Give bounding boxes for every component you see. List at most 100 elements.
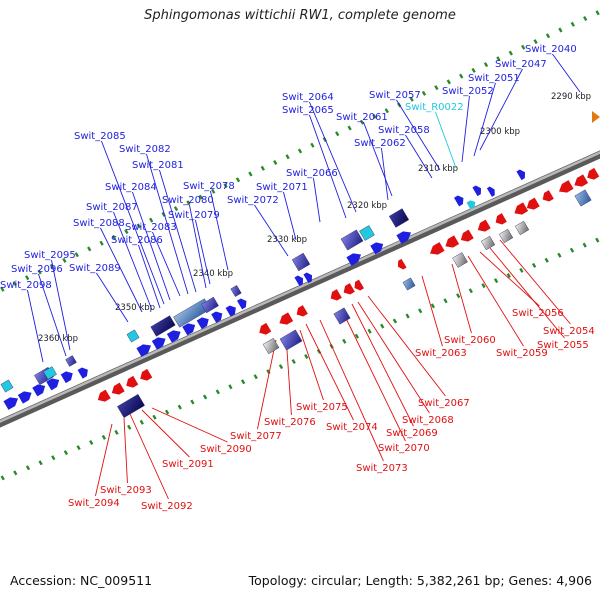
tick-mark-track-1 (186, 200, 191, 206)
tick-mark-track-1 (62, 257, 67, 263)
reverse-gene-arrow (126, 375, 139, 388)
reverse-gene-arrow (279, 312, 294, 325)
gene-block (574, 189, 592, 207)
leader-line (152, 231, 181, 297)
forward-gene-arrow (294, 275, 304, 287)
reverse-gene-arrow (429, 242, 445, 255)
backbone-highlight (0, 151, 600, 423)
tick-mark-track-1 (384, 108, 389, 114)
tick-mark-track-2 (291, 358, 296, 365)
leader-line (319, 319, 384, 462)
leader-line (467, 255, 524, 347)
gene-label-swit_2096: Swit_2096 (11, 264, 63, 275)
reverse-gene-arrow (354, 279, 364, 291)
leader-line (341, 309, 406, 442)
gene-block (340, 229, 364, 251)
leader-line (101, 140, 165, 305)
reverse-gene-arrow (111, 382, 125, 395)
tick-mark-track-1 (558, 27, 563, 33)
tick-mark-track-1 (521, 44, 526, 50)
gene-label-swit_2072: Swit_2072 (227, 195, 279, 206)
tick-mark-track-1 (173, 206, 179, 212)
tick-mark-track-2 (354, 333, 360, 339)
gene-label-swit_2083: Swit_2083 (125, 222, 177, 233)
gene-label-swit_2077: Swit_2077 (230, 431, 282, 442)
gene-label-swit_2055: Swit_2055 (537, 340, 589, 351)
leader-line (552, 53, 581, 93)
gene-label-swit_2068: Swit_2068 (402, 415, 454, 426)
backbone-line (0, 150, 600, 428)
tick-mark-track-2 (63, 450, 69, 456)
tick-mark-track-1 (87, 246, 92, 252)
tick-mark-track-2 (278, 364, 284, 370)
reverse-gene-arrow (296, 305, 308, 317)
tick-mark-track-2 (202, 394, 208, 400)
tick-mark-track-2 (531, 262, 537, 268)
gene-label-swit_2078: Swit_2078 (183, 181, 235, 192)
kbp-tick-label: 2290 kbp (551, 92, 591, 102)
tick-mark-track-2 (380, 323, 385, 329)
gene-block (333, 307, 351, 325)
kbp-tick-label: 2310 kbp (418, 164, 458, 174)
tick-mark-track-1 (570, 21, 575, 27)
tick-mark-track-2 (392, 318, 398, 324)
gene-label-swit_2062: Swit_2062 (354, 138, 406, 149)
reverse-gene-arrow (445, 235, 460, 248)
tick-mark-track-2 (430, 303, 436, 309)
tick-mark-track-1 (37, 269, 42, 275)
tick-mark-track-2 (506, 272, 511, 279)
reverse-gene-arrow (587, 167, 600, 180)
tick-mark-track-1 (533, 39, 538, 45)
forward-gene-arrow (454, 195, 464, 207)
kbp-tick-label: 2300 kbp (480, 127, 520, 137)
reverse-gene-arrow (97, 389, 111, 402)
tick-mark-track-2 (456, 293, 461, 299)
gene-label-swit_2084: Swit_2084 (105, 182, 157, 193)
tick-mark-track-2 (569, 247, 575, 253)
leader-line (132, 191, 171, 301)
leader-line (363, 121, 393, 197)
forward-gene-arrow (77, 367, 88, 379)
gene-label-swit_2065: Swit_2065 (282, 105, 334, 116)
leader-line (499, 239, 571, 325)
reverse-gene-arrow (477, 219, 491, 232)
gene-label-swit_2052: Swit_2052 (442, 86, 494, 97)
leader-line (283, 191, 297, 241)
gene-block (117, 394, 145, 418)
leader-line (461, 95, 470, 163)
gene-block (150, 315, 176, 337)
leader-line (357, 301, 430, 414)
leader-line (254, 204, 289, 257)
tick-mark-track-1 (211, 188, 216, 194)
tick-mark-track-1 (25, 275, 30, 281)
tick-mark-track-2 (405, 313, 410, 319)
tick-mark-track-2 (481, 283, 486, 289)
leader-line (189, 204, 207, 289)
gene-label-swit_2075: Swit_2075 (296, 402, 348, 413)
leader-line (138, 244, 161, 309)
forward-gene-arrow (182, 323, 196, 336)
leader-line (195, 219, 211, 285)
tick-mark-track-1 (508, 50, 513, 56)
tick-mark-track-1 (459, 73, 464, 79)
tick-mark-track-2 (228, 384, 233, 390)
forward-gene-arrow (466, 200, 476, 210)
gene-block (0, 379, 14, 393)
leader-line (479, 68, 523, 151)
tick-mark-track-1 (223, 183, 228, 189)
gene-label-swit_2074: Swit_2074 (326, 422, 378, 433)
tick-mark-track-1 (446, 79, 451, 85)
gene-label-swit_2070: Swit_2070 (378, 443, 430, 454)
gene-block (201, 296, 219, 314)
reverse-gene-arrow (558, 180, 574, 193)
forward-gene-arrow (225, 305, 236, 317)
gene-label-swit_2059: Swit_2059 (496, 348, 548, 359)
gene-block (65, 355, 77, 367)
gene-label-swit_2088: Swit_2088 (73, 218, 125, 229)
tick-mark-track-1 (421, 90, 427, 96)
forward-gene-arrow (303, 272, 313, 284)
leader-line (96, 272, 129, 323)
gene-block (126, 329, 140, 343)
leader-line (100, 227, 143, 313)
